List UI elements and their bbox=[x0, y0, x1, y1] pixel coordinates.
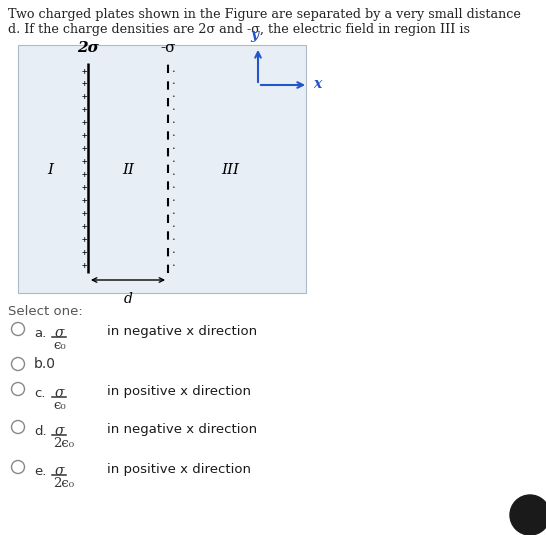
Text: I: I bbox=[47, 163, 53, 177]
Text: σ: σ bbox=[55, 464, 64, 478]
Circle shape bbox=[11, 357, 25, 371]
Text: +: + bbox=[81, 221, 87, 231]
Text: 2σ: 2σ bbox=[77, 41, 99, 55]
Text: •: • bbox=[171, 120, 175, 125]
Text: •: • bbox=[171, 133, 175, 138]
Circle shape bbox=[11, 323, 25, 335]
Text: +: + bbox=[81, 131, 87, 140]
Text: +: + bbox=[81, 248, 87, 257]
Text: ϵ₀: ϵ₀ bbox=[53, 339, 66, 352]
Text: e.: e. bbox=[34, 465, 46, 478]
Text: +: + bbox=[81, 144, 87, 153]
Text: d: d bbox=[123, 292, 133, 306]
Text: •: • bbox=[171, 198, 175, 203]
Text: +: + bbox=[81, 79, 87, 88]
Text: -σ: -σ bbox=[160, 41, 176, 55]
Text: in positive x direction: in positive x direction bbox=[107, 385, 251, 398]
Text: •: • bbox=[171, 81, 175, 87]
Text: •: • bbox=[171, 236, 175, 242]
Text: in negative x direction: in negative x direction bbox=[107, 325, 257, 338]
Text: +: + bbox=[81, 118, 87, 127]
Text: ϵ₀: ϵ₀ bbox=[53, 399, 66, 412]
Text: •: • bbox=[171, 172, 175, 177]
Text: σ: σ bbox=[55, 386, 64, 400]
Text: +: + bbox=[81, 66, 87, 75]
Bar bbox=[18, 45, 306, 293]
Text: +: + bbox=[81, 209, 87, 218]
Text: +: + bbox=[81, 157, 87, 166]
Text: •: • bbox=[171, 185, 175, 190]
Text: •: • bbox=[171, 263, 175, 268]
Text: II: II bbox=[122, 163, 134, 177]
Text: •: • bbox=[171, 146, 175, 151]
Text: III: III bbox=[221, 163, 239, 177]
Circle shape bbox=[11, 421, 25, 433]
Circle shape bbox=[11, 461, 25, 473]
Text: in negative x direction: in negative x direction bbox=[107, 423, 257, 435]
Text: +: + bbox=[81, 235, 87, 243]
Text: +: + bbox=[81, 196, 87, 205]
Text: 2ϵ₀: 2ϵ₀ bbox=[53, 437, 74, 450]
Text: 2ϵ₀: 2ϵ₀ bbox=[53, 477, 74, 490]
Text: d.: d. bbox=[34, 425, 46, 438]
Text: x: x bbox=[313, 77, 321, 91]
Text: d. If the charge densities are 2σ and -σ, the electric field in region III is: d. If the charge densities are 2σ and -σ… bbox=[8, 23, 470, 36]
Text: +: + bbox=[81, 105, 87, 114]
Text: a.: a. bbox=[34, 327, 46, 340]
Text: Select one:: Select one: bbox=[8, 305, 83, 318]
Text: •: • bbox=[171, 211, 175, 216]
Text: •: • bbox=[171, 224, 175, 228]
Text: b.0: b.0 bbox=[34, 357, 56, 371]
Text: σ: σ bbox=[55, 326, 64, 340]
Circle shape bbox=[510, 495, 546, 535]
Text: σ: σ bbox=[55, 424, 64, 438]
Text: ✓: ✓ bbox=[522, 506, 538, 524]
Text: y: y bbox=[250, 28, 258, 42]
Text: +: + bbox=[81, 261, 87, 270]
Text: Two charged plates shown in the Figure are separated by a very small distance: Two charged plates shown in the Figure a… bbox=[8, 8, 521, 21]
Text: •: • bbox=[171, 249, 175, 255]
Text: c.: c. bbox=[34, 387, 45, 400]
Text: +: + bbox=[81, 93, 87, 101]
Text: •: • bbox=[171, 159, 175, 164]
Text: +: + bbox=[81, 170, 87, 179]
Text: +: + bbox=[81, 183, 87, 192]
Text: •: • bbox=[171, 68, 175, 73]
Text: •: • bbox=[171, 94, 175, 100]
Circle shape bbox=[11, 383, 25, 395]
Text: in positive x direction: in positive x direction bbox=[107, 462, 251, 476]
Text: •: • bbox=[171, 108, 175, 112]
